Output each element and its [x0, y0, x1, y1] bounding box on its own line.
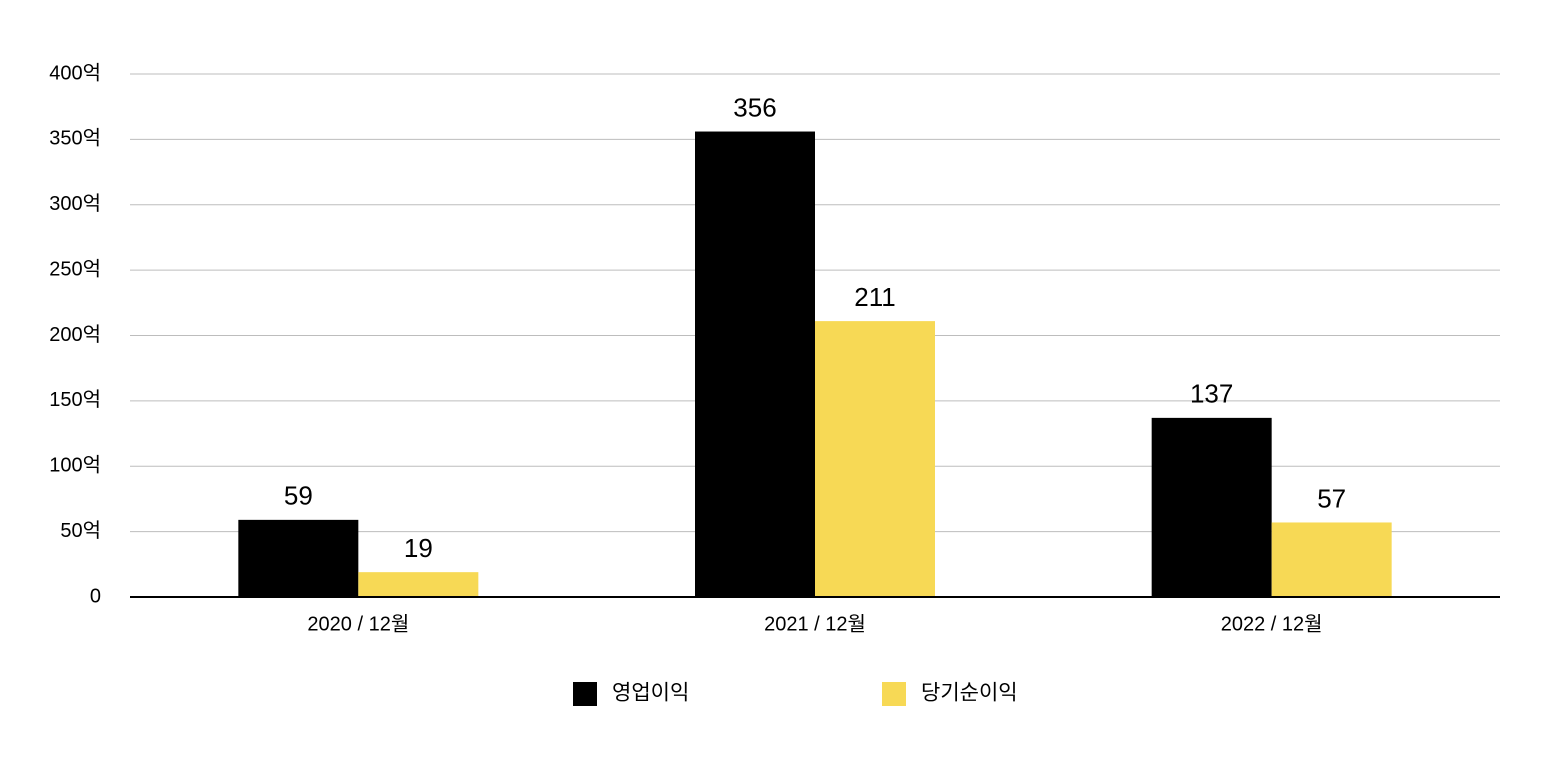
- y-tick-label: 350억: [49, 127, 101, 150]
- y-tick-label: 100억: [49, 454, 101, 477]
- value-label: 211: [854, 282, 895, 312]
- value-label: 356: [733, 92, 776, 122]
- bar: [358, 572, 479, 597]
- x-tick-label: 2021 / 12월: [764, 612, 866, 635]
- bar: [695, 131, 815, 597]
- x-tick-label: 2022 / 12월: [1221, 612, 1323, 635]
- bar: [1271, 522, 1392, 597]
- value-label: 59: [284, 481, 313, 511]
- legend-label: 영업이익: [612, 682, 689, 705]
- legend-label: 당기순이익: [921, 682, 1018, 705]
- value-label: 19: [404, 533, 433, 563]
- bar: [1151, 417, 1272, 597]
- y-tick-label: 0: [90, 585, 101, 607]
- x-tick-label: 2020 / 12월: [307, 612, 409, 635]
- y-tick-label: 250억: [49, 257, 101, 280]
- y-tick-label: 50억: [60, 519, 101, 542]
- y-tick-label: 150억: [49, 388, 101, 411]
- bar: [238, 519, 359, 597]
- value-label: 137: [1190, 379, 1233, 409]
- legend-swatch: [882, 682, 906, 706]
- y-tick-label: 400억: [49, 61, 101, 84]
- bar: [815, 321, 935, 597]
- legend-swatch: [573, 682, 597, 706]
- value-label: 57: [1317, 483, 1346, 513]
- y-tick-label: 300억: [49, 192, 101, 215]
- y-tick-label: 200억: [49, 323, 101, 346]
